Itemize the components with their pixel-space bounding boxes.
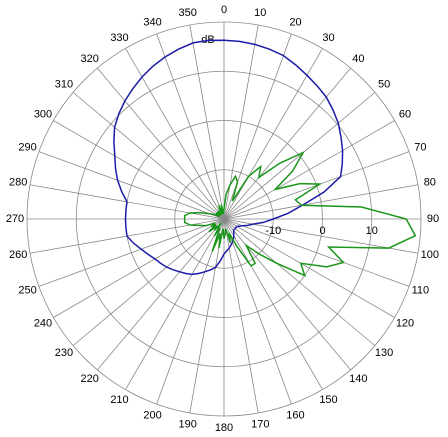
angle-label: 270 [6, 213, 24, 225]
angle-label: 310 [55, 79, 73, 91]
angle-label: 0 [221, 4, 227, 16]
angle-label: 180 [215, 422, 233, 434]
grid-spoke [189, 218, 225, 414]
angle-label: 90 [427, 213, 439, 225]
grid-spoke [223, 48, 323, 220]
grid-spoke [97, 218, 225, 371]
angle-label: 100 [421, 249, 439, 261]
angle-label: 110 [412, 284, 430, 296]
grid-spoke [38, 218, 225, 287]
angle-label: 150 [319, 394, 337, 406]
grid-spoke [72, 92, 225, 220]
grid-spoke [38, 151, 225, 220]
grid-spoke [189, 24, 225, 220]
angle-label: 140 [349, 373, 367, 385]
angle-label: 80 [424, 177, 436, 189]
angle-label: 290 [18, 141, 36, 153]
grid-spoke [223, 184, 419, 220]
grid-spoke [156, 33, 225, 220]
grid-spoke [53, 218, 225, 318]
angle-label: 330 [110, 32, 128, 44]
series-line [113, 39, 344, 276]
grid-spoke [125, 218, 225, 390]
angle-label: 160 [286, 409, 304, 421]
grid-spoke [223, 120, 395, 220]
angle-label: 340 [143, 17, 161, 29]
grid-spoke [223, 218, 292, 405]
grid-spoke [223, 67, 351, 220]
angle-label: 10 [254, 7, 266, 19]
grid-spoke [72, 218, 225, 346]
grid-spoke [223, 218, 259, 414]
angle-label: 130 [375, 347, 393, 359]
angle-label: 210 [110, 394, 128, 406]
angle-label: 50 [378, 79, 390, 91]
angle-label: 240 [34, 317, 52, 329]
radial-tick-label: 0 [319, 225, 325, 237]
grid-spoke [223, 218, 323, 390]
grid-spoke [223, 218, 395, 318]
angle-label: 200 [143, 409, 161, 421]
angle-label: 250 [18, 284, 36, 296]
angle-label: 300 [34, 108, 52, 120]
angle-label: 170 [251, 419, 269, 431]
angle-label: 30 [322, 32, 334, 44]
grid-spoke [53, 120, 225, 220]
angle-label: 280 [9, 177, 27, 189]
series-line [183, 150, 417, 277]
grid-spoke [223, 218, 410, 287]
grid-spoke [97, 67, 225, 220]
angle-label: 320 [80, 53, 98, 65]
grid-spoke [223, 92, 376, 220]
radial-tick-label: 10 [366, 225, 378, 237]
angle-label: 20 [289, 17, 301, 29]
plot: 0 102030405060708090100110120130140150160… [6, 4, 439, 434]
angle-label: 40 [352, 53, 364, 65]
angle-label: 60 [399, 108, 411, 120]
angle-label: 220 [80, 373, 98, 385]
angle-label: 190 [179, 419, 197, 431]
grid-spoke [223, 218, 376, 346]
angle-label: 120 [396, 317, 414, 329]
angle-label: 70 [414, 141, 426, 153]
angle-label: 230 [55, 347, 73, 359]
radial-tick-label: -10 [265, 225, 281, 237]
angle-label: 260 [9, 249, 27, 261]
angle-label: 350 [179, 7, 197, 19]
